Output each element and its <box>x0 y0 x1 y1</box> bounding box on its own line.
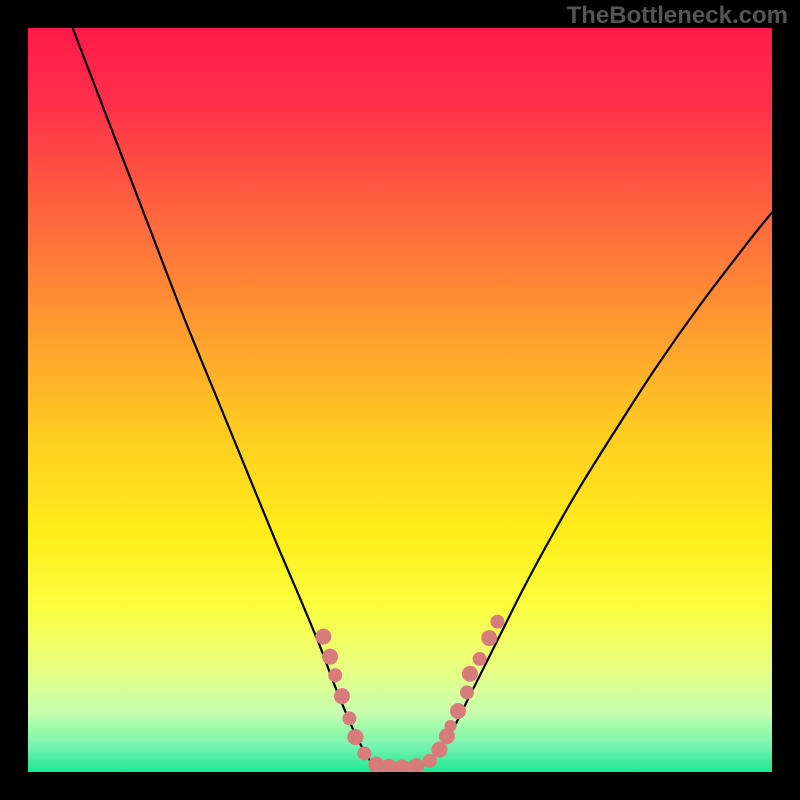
data-marker <box>445 720 457 732</box>
plot-background <box>28 28 772 772</box>
data-marker <box>462 666 478 682</box>
bottleneck-chart <box>28 28 772 772</box>
data-marker <box>473 652 487 666</box>
data-marker <box>347 729 363 745</box>
data-marker <box>328 668 342 682</box>
data-marker <box>431 742 447 758</box>
data-marker <box>315 629 331 645</box>
watermark-text: TheBottleneck.com <box>567 2 788 30</box>
data-marker <box>490 615 504 629</box>
stage: TheBottleneck.com <box>0 0 800 800</box>
data-marker <box>357 746 371 760</box>
data-marker <box>481 630 497 646</box>
data-marker <box>334 688 350 704</box>
data-marker <box>450 703 466 719</box>
data-marker <box>460 685 474 699</box>
data-marker <box>342 711 356 725</box>
data-marker <box>322 649 338 665</box>
